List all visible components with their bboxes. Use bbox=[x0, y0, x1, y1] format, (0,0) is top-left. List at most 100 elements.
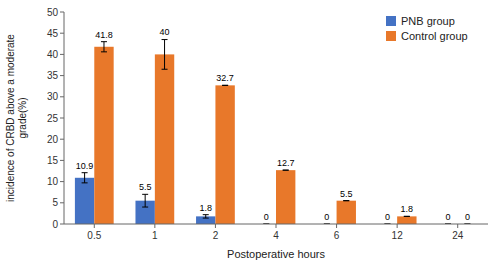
y-axis bbox=[64, 12, 65, 224]
x-tick-label: 24 bbox=[452, 230, 464, 241]
x-tick-label: 0.5 bbox=[87, 230, 101, 241]
error-line bbox=[205, 215, 206, 218]
error-cap bbox=[203, 214, 209, 215]
y-tick-label: 40 bbox=[47, 49, 59, 60]
error-cap bbox=[162, 39, 168, 40]
error-bar bbox=[404, 216, 410, 217]
bar bbox=[155, 54, 174, 224]
error-bar bbox=[343, 200, 349, 201]
data-label: 0 bbox=[465, 212, 470, 222]
data-label: 40 bbox=[160, 27, 170, 37]
error-cap bbox=[101, 51, 107, 52]
bar bbox=[215, 85, 234, 224]
data-label: 32.7 bbox=[216, 73, 234, 83]
error-cap bbox=[82, 172, 88, 173]
x-tick-label: 12 bbox=[392, 230, 404, 241]
y-tick bbox=[60, 202, 64, 203]
y-tick bbox=[60, 33, 64, 34]
x-tick bbox=[94, 224, 95, 228]
error-line bbox=[164, 40, 165, 70]
y-tick-label: 0 bbox=[52, 219, 58, 230]
x-tick-label: 1 bbox=[152, 230, 158, 241]
x-axis-label: Postoperative hours bbox=[227, 248, 325, 260]
error-cap bbox=[142, 207, 148, 208]
data-label: 1.8 bbox=[199, 203, 212, 213]
y-tick bbox=[60, 75, 64, 76]
error-line bbox=[145, 194, 146, 207]
data-label: 0 bbox=[385, 212, 390, 222]
y-tick bbox=[60, 54, 64, 55]
error-bar bbox=[162, 40, 168, 70]
data-label: 1.8 bbox=[401, 204, 414, 214]
x-tick bbox=[276, 224, 277, 228]
error-cap bbox=[162, 69, 168, 70]
error-cap bbox=[404, 216, 410, 217]
error-cap bbox=[222, 85, 228, 86]
error-cap bbox=[203, 218, 209, 219]
y-tick-label: 25 bbox=[47, 113, 59, 124]
data-label: 5.5 bbox=[139, 182, 152, 192]
x-tick-label: 4 bbox=[273, 230, 279, 241]
y-tick-label: 15 bbox=[47, 155, 59, 166]
error-cap bbox=[283, 170, 289, 171]
error-bar bbox=[203, 215, 209, 218]
legend-swatch bbox=[386, 16, 396, 26]
error-cap bbox=[343, 200, 349, 201]
y-tick bbox=[60, 139, 64, 140]
y-tick-label: 50 bbox=[47, 7, 59, 18]
error-cap bbox=[222, 85, 228, 86]
x-tick bbox=[397, 224, 398, 228]
error-bar bbox=[142, 194, 148, 207]
x-tick bbox=[154, 224, 155, 228]
bar bbox=[276, 170, 295, 224]
data-label: 41.8 bbox=[95, 30, 113, 40]
error-cap bbox=[283, 170, 289, 171]
y-tick-label: 30 bbox=[47, 91, 59, 102]
legend-entry: Control group bbox=[401, 30, 468, 42]
error-cap bbox=[404, 216, 410, 217]
y-tick bbox=[60, 224, 64, 225]
error-line bbox=[84, 173, 85, 183]
legend-swatch bbox=[386, 31, 396, 41]
data-label: 5.5 bbox=[340, 189, 353, 199]
data-label: 10.9 bbox=[76, 161, 94, 171]
y-axis-label: incidence of CRBD above a moderategrade(… bbox=[5, 34, 28, 202]
data-label: 0 bbox=[264, 212, 269, 222]
y-tick-label: 35 bbox=[47, 70, 59, 81]
y-axis-label-line: grade(%) bbox=[17, 97, 28, 138]
bar bbox=[337, 201, 356, 224]
x-tick-label: 6 bbox=[334, 230, 340, 241]
y-tick bbox=[60, 96, 64, 97]
x-tick bbox=[215, 224, 216, 228]
legend: PNB group Control group bbox=[386, 15, 468, 42]
chart: 0510152025303540455010.95.51.8000041.840… bbox=[0, 0, 500, 264]
error-cap bbox=[101, 41, 107, 42]
bars bbox=[75, 40, 471, 224]
y-tick-label: 10 bbox=[47, 176, 59, 187]
error-cap bbox=[343, 200, 349, 201]
legend-entry: PNB group bbox=[401, 15, 455, 27]
error-cap bbox=[82, 182, 88, 183]
error-line bbox=[103, 42, 104, 52]
error-cap bbox=[142, 194, 148, 195]
y-tick bbox=[60, 12, 64, 13]
y-tick-label: 5 bbox=[52, 197, 58, 208]
bar bbox=[94, 47, 113, 224]
y-tick bbox=[60, 181, 64, 182]
data-label: 0 bbox=[446, 212, 451, 222]
y-tick bbox=[60, 160, 64, 161]
x-tick bbox=[457, 224, 458, 228]
y-tick-label: 20 bbox=[47, 134, 59, 145]
data-label: 0 bbox=[324, 212, 329, 222]
data-label: 12.7 bbox=[277, 158, 295, 168]
bar bbox=[397, 216, 416, 224]
x-tick-label: 2 bbox=[213, 230, 219, 241]
bar bbox=[75, 178, 94, 224]
error-bar bbox=[283, 170, 289, 171]
y-tick bbox=[60, 118, 64, 119]
error-bar bbox=[82, 173, 88, 183]
error-bar bbox=[222, 85, 228, 86]
error-bar bbox=[101, 42, 107, 52]
y-axis-label-line: incidence of CRBD above a moderate bbox=[5, 34, 16, 202]
y-tick-label: 45 bbox=[47, 28, 59, 39]
